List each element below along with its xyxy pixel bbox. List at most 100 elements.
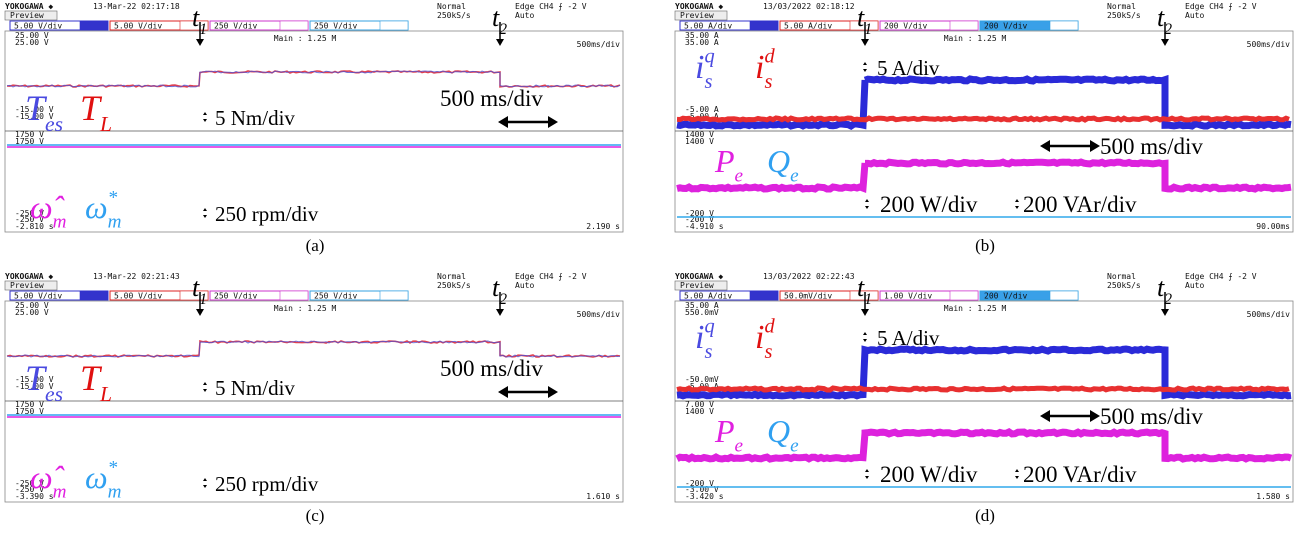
trigger-mode: Auto [515, 281, 534, 290]
symbol-sub: L [99, 112, 112, 136]
trace-id [677, 118, 1289, 120]
symbol-base: i [755, 319, 764, 356]
main-record: Main : 1.25 M [944, 34, 1007, 43]
scale-label: 200 VAr/div [1023, 192, 1137, 217]
scope-panel: YOKOGAWA ◆ 13/03/2022 02:22:43 Preview Norm… [675, 272, 1293, 525]
symbol-base: Q [767, 143, 790, 179]
body: YOKOGAWA ◆ 13-Mar-22 02:17:18 Preview Norma… [0, 0, 1304, 548]
time-end: 2.190 s [586, 222, 620, 231]
symbol-sub: s [704, 71, 712, 93]
time-end: 1.580 s [1256, 492, 1290, 501]
mode: Normal [437, 272, 466, 281]
brand: YOKOGAWA ◆ [5, 272, 53, 281]
symbol-base: i [755, 49, 764, 86]
preview: Preview [10, 11, 44, 20]
symbol-sub: m [53, 482, 67, 503]
channel-scale: 5.00 V/div [114, 22, 162, 31]
brand: YOKOGAWA ◆ [675, 272, 723, 281]
symbol-sup: q [704, 46, 714, 68]
symbol-sup: * [108, 458, 118, 479]
channel-tag [80, 291, 108, 300]
time-end: 1.610 s [586, 492, 620, 501]
trigger: Edge CH4 ⨍ -2 V [515, 2, 587, 11]
trigger: Edge CH4 ⨍ -2 V [1185, 2, 1257, 11]
channel-tag [950, 21, 978, 30]
scale-label: 200 W/div [880, 462, 978, 487]
channel-scale: 1.00 V/div [884, 292, 932, 301]
channel-tag [750, 21, 778, 30]
symbol-sup: q [704, 316, 714, 338]
channel-scale: 200 V/div [984, 292, 1028, 301]
datetime: 13-Mar-22 02:17:18 [93, 2, 180, 11]
caption: (d) [975, 506, 995, 525]
time-start: -3.420 s [685, 492, 724, 501]
time-scale-label: 500 ms/div [1100, 134, 1203, 159]
channel-scale: 5.00 V/div [14, 292, 62, 301]
channel-scale: 200 V/div [984, 22, 1028, 31]
preview: Preview [10, 281, 44, 290]
timebase: 500ms/div [1247, 310, 1291, 319]
symbol-sup: d [764, 46, 775, 68]
level-label: 25.00 V [15, 308, 49, 317]
scale-label: 200 W/div [880, 192, 978, 217]
datetime: 13/03/2022 02:22:43 [763, 272, 855, 281]
timebase: 500ms/div [577, 40, 621, 49]
caption: (b) [975, 236, 995, 255]
timebase: 500ms/div [1247, 40, 1291, 49]
scale-label: 250 rpm/div [215, 472, 319, 496]
trigger-mode: Auto [1185, 11, 1204, 20]
main-record: Main : 1.25 M [274, 34, 337, 43]
rate: 250kS/s [437, 281, 471, 290]
channel-scale: 5.00 V/div [14, 22, 62, 31]
channel-scale: 250 V/div [214, 292, 258, 301]
symbol-base: i [695, 319, 704, 356]
level-label: 1400 V [685, 407, 714, 416]
symbol-sub: m [53, 212, 67, 233]
channel-scale: 5.00 A/div [684, 292, 732, 301]
scope-panel: YOKOGAWA ◆13-Mar-22 02:21:43PreviewNorma… [5, 272, 623, 525]
symbol-sub: s [764, 341, 772, 363]
channel-tag [1050, 291, 1078, 300]
symbol-sub: s [704, 341, 712, 363]
scale-label: 5 A/div [877, 56, 940, 80]
rate: 250kS/s [1107, 281, 1141, 290]
symbol-base: ω [85, 459, 108, 495]
symbol-sub: e [735, 436, 744, 457]
symbol-sub: es [45, 112, 63, 136]
caption: (a) [306, 236, 325, 255]
channel-scale: 5.00 A/div [784, 22, 832, 31]
channel-scale: 5.00 A/div [684, 22, 732, 31]
rate: 250kS/s [1107, 11, 1141, 20]
scale-label: 5 Nm/div [215, 376, 295, 400]
main-record: Main : 1.25 M [944, 304, 1007, 313]
symbol-sub: e [735, 166, 744, 187]
mode: Normal [1107, 2, 1136, 11]
symbol-sup: * [108, 188, 118, 209]
channel-tag [380, 21, 408, 30]
brand: YOKOGAWA ◆ [675, 2, 723, 11]
channel-scale: 50.0mV/div [784, 292, 832, 301]
preview: Preview [680, 11, 714, 20]
channel-scale: 200 V/div [884, 22, 928, 31]
channel-tag [950, 291, 978, 300]
symbol-sup: d [764, 316, 775, 338]
symbol-base: Q [767, 413, 790, 449]
channel-tag [280, 21, 308, 30]
symbol-sub: L [99, 382, 112, 406]
time-scale-label: 500 ms/div [1100, 404, 1203, 429]
mode: Normal [437, 2, 466, 11]
scale-label: 5 Nm/div [215, 106, 295, 130]
symbol-sub: e [790, 166, 799, 187]
page: {"panels":[ {"caption":"(a)","variant":"… [0, 0, 1304, 548]
trigger-mode: Auto [515, 11, 534, 20]
time-end: 90.00ms [1256, 222, 1290, 231]
symbol-base: i [695, 49, 704, 86]
brand: YOKOGAWA ◆ [5, 2, 53, 11]
channel-scale: 250 V/div [314, 22, 358, 31]
level-label: 1400 V [685, 137, 714, 146]
preview: Preview [680, 281, 714, 290]
time-scale-label: 500 ms/div [440, 86, 543, 111]
trigger: Edge CH4 ⨍ -2 V [515, 272, 587, 281]
mode: Normal [1107, 272, 1136, 281]
time-scale-label: 500 ms/div [440, 356, 543, 381]
